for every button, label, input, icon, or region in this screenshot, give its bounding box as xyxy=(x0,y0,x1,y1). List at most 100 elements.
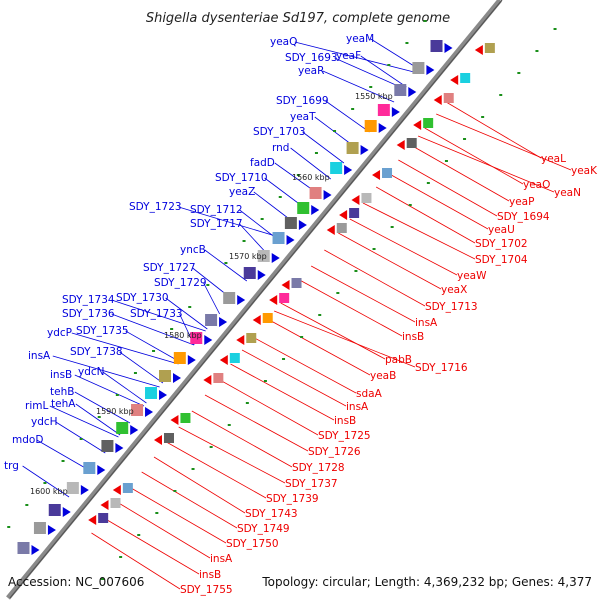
reverse-gene-leader xyxy=(445,101,542,159)
feature-block xyxy=(159,370,172,382)
forward-gene-leader xyxy=(290,147,331,180)
feature-block xyxy=(309,187,322,199)
feature-block xyxy=(330,162,343,174)
reverse-gene-label: yeaP xyxy=(509,196,534,208)
track-tick xyxy=(300,336,304,338)
reverse-gene-leader xyxy=(436,113,572,171)
forward-gene-leader xyxy=(322,70,395,103)
forward-gene-leader xyxy=(22,465,70,498)
forward-gene-leader xyxy=(165,297,208,330)
forward-gene-label: rimL xyxy=(25,400,48,412)
forward-gene-arrow xyxy=(257,270,266,280)
reverse-gene-arrow xyxy=(326,225,335,235)
reverse-gene-label: SDY_1704 xyxy=(475,254,528,266)
forward-gene-leader xyxy=(325,100,370,133)
track-tick xyxy=(405,42,409,44)
forward-gene-label: yeaF xyxy=(336,50,361,62)
feature-block xyxy=(412,62,425,74)
feature-block xyxy=(364,120,377,132)
feature-block xyxy=(101,440,114,452)
reverse-gene-arrow xyxy=(372,170,381,180)
forward-gene-label: SDY_1735 xyxy=(76,325,129,337)
forward-gene-leader xyxy=(119,351,164,384)
feature-block xyxy=(131,404,144,416)
track-tick xyxy=(517,72,521,74)
track-tick xyxy=(224,262,228,264)
reverse-gene-label: SDY_1725 xyxy=(318,430,371,442)
feature-block xyxy=(243,267,256,279)
reverse-gene-leader xyxy=(116,501,211,559)
track-tick xyxy=(137,534,141,536)
track-tick xyxy=(25,504,29,506)
track-tick xyxy=(133,372,137,374)
forward-gene-leader xyxy=(75,403,121,436)
reverse-gene-arrow xyxy=(396,140,405,150)
track-tick xyxy=(242,240,246,242)
genome-backbone xyxy=(6,0,502,600)
reverse-gene-arrow xyxy=(351,195,360,205)
reverse-gene-arrow xyxy=(170,415,179,425)
track-tick xyxy=(191,468,195,470)
reverse-gene-arrow xyxy=(450,75,459,85)
kbp-scale-label: 1570 kbp xyxy=(229,252,267,261)
reverse-gene-label: insA xyxy=(415,317,438,329)
feature-block xyxy=(83,462,96,474)
reverse-gene-label: SDY_1755 xyxy=(180,584,233,596)
forward-gene-leader xyxy=(294,41,419,74)
track-tick xyxy=(444,160,448,162)
forward-gene-arrow xyxy=(271,253,280,263)
feature-block xyxy=(33,522,46,534)
reverse-gene-arrow xyxy=(88,515,97,525)
feature-block xyxy=(223,292,236,304)
track-tick xyxy=(499,94,503,96)
reverse-gene-label: SDY_1737 xyxy=(285,478,338,490)
track-tick xyxy=(390,226,394,228)
feature-block xyxy=(346,142,359,154)
reverse-gene-arrow xyxy=(236,335,245,345)
track-tick xyxy=(481,116,485,118)
reverse-gene-label: SDY_1694 xyxy=(497,211,550,223)
track-tick xyxy=(263,380,267,382)
forward-gene-label: insB xyxy=(50,369,72,381)
forward-gene-label: ydcP xyxy=(47,327,72,339)
forward-gene-leader xyxy=(334,57,405,90)
forward-gene-label: ydcH xyxy=(31,416,58,428)
reverse-gene-leader xyxy=(103,517,200,575)
forward-gene-leader xyxy=(302,131,345,164)
forward-gene-label: SDY_1733 xyxy=(130,308,183,320)
forward-gene-label: SDY_1723 xyxy=(129,201,182,213)
forward-gene-leader xyxy=(52,355,160,388)
forward-gene-arrow xyxy=(173,373,182,383)
feature-block xyxy=(484,43,495,53)
reverse-gene-leader xyxy=(310,265,416,323)
feature-block xyxy=(460,73,471,83)
forward-gene-label: SDY_1717 xyxy=(190,218,243,230)
reverse-gene-leader xyxy=(375,186,476,244)
forward-gene-label: mdoD xyxy=(12,434,43,446)
forward-gene-arrow xyxy=(391,107,400,117)
forward-gene-arrow xyxy=(311,205,320,215)
reverse-gene-arrow xyxy=(153,435,162,445)
track-tick xyxy=(209,446,213,448)
reverse-gene-label: SDY_1749 xyxy=(237,523,290,535)
forward-gene-label: tehA xyxy=(51,398,76,410)
genome-backbone-edge xyxy=(9,0,503,599)
feature-block xyxy=(122,483,133,493)
reverse-gene-arrow xyxy=(252,315,261,325)
feature-block xyxy=(180,413,191,423)
track-tick xyxy=(119,556,123,558)
feature-block xyxy=(205,314,218,326)
forward-gene-arrow xyxy=(378,123,387,133)
forward-gene-leader xyxy=(55,421,106,454)
forward-gene-label: yeaR xyxy=(298,65,324,77)
reverse-gene-label: yeaO xyxy=(523,179,550,191)
kbp-scale-label: 1590 kbp xyxy=(96,407,134,416)
feature-block xyxy=(443,93,454,103)
reverse-gene-label: pabB xyxy=(385,354,412,366)
track-tick xyxy=(336,292,340,294)
track-tick xyxy=(245,402,249,404)
reverse-gene-label: sdaA xyxy=(356,388,383,400)
forward-gene-arrow xyxy=(219,317,228,327)
forward-gene-arrow xyxy=(130,425,139,435)
reverse-gene-leader xyxy=(129,486,227,544)
